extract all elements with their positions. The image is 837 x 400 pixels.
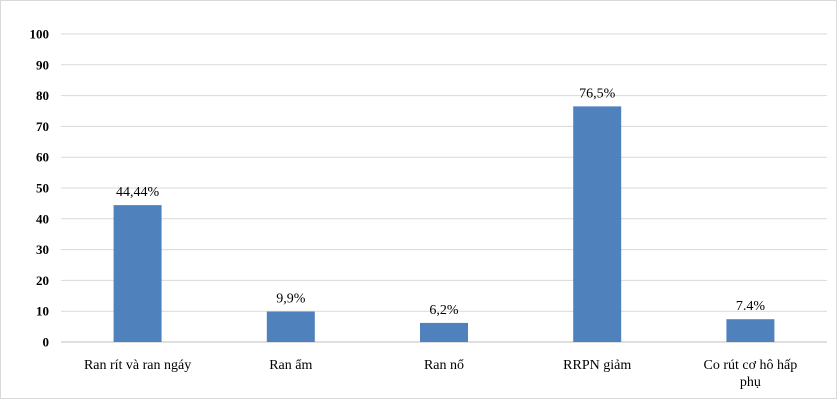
y-tick-label: 90 bbox=[36, 57, 49, 72]
x-tick-label: Co rút cơ hô hấp bbox=[704, 358, 798, 373]
data-label: 7.4% bbox=[736, 299, 766, 314]
bar bbox=[573, 106, 622, 342]
y-tick-label: 40 bbox=[36, 211, 49, 226]
data-label: 9,9% bbox=[276, 292, 306, 307]
data-label: 44,44% bbox=[116, 185, 160, 200]
y-tick-label: 50 bbox=[36, 181, 49, 196]
y-tick-label: 100 bbox=[30, 27, 50, 42]
x-tick-label: Ran ẩm bbox=[269, 358, 312, 373]
bar bbox=[726, 319, 775, 342]
bar bbox=[420, 322, 468, 342]
y-tick-label: 60 bbox=[36, 150, 49, 165]
data-label: 6,2% bbox=[429, 303, 459, 318]
gridlines bbox=[61, 33, 827, 312]
x-tick-label: RRPN giảm bbox=[563, 358, 631, 373]
x-tick-label: phụ bbox=[740, 375, 761, 390]
x-tick-label: Ran rít và ran ngáy bbox=[84, 358, 191, 373]
y-tick-label: 70 bbox=[36, 119, 49, 134]
y-tick-label: 10 bbox=[36, 304, 49, 319]
bars bbox=[113, 106, 775, 342]
bar bbox=[266, 311, 315, 342]
y-tick-label: 30 bbox=[36, 242, 49, 257]
data-label: 76,5% bbox=[579, 86, 616, 101]
x-tick-label: Ran nổ bbox=[424, 358, 464, 373]
y-tick-label: 20 bbox=[36, 273, 49, 288]
y-tick-label: 0 bbox=[43, 335, 50, 350]
labels: 0 10 20 30 40 50 60 70 80 90 100 44,44% Ran rít và r… bbox=[30, 27, 798, 391]
bar bbox=[113, 205, 162, 342]
y-tick-label: 80 bbox=[36, 88, 49, 103]
